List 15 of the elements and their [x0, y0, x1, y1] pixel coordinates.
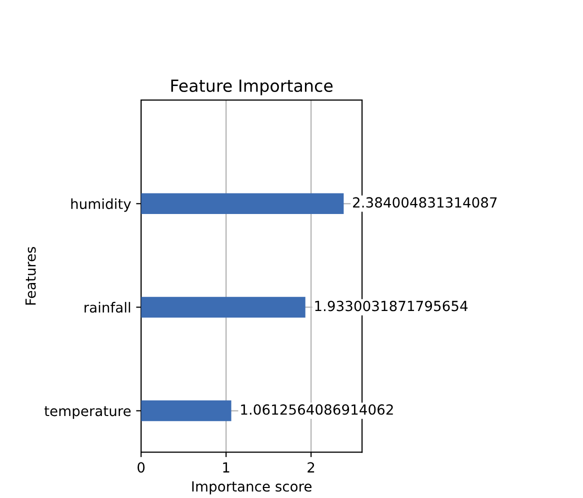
data-label: 2.384004831314087 [353, 197, 497, 208]
x-tick-label: 2 [308, 462, 314, 472]
y-tick-label: humidity [71, 198, 131, 212]
y-axis-title: Features [26, 246, 36, 305]
data-label: 1.0612564086914062 [241, 404, 393, 415]
bar [141, 296, 306, 318]
bar [141, 400, 232, 422]
y-tick-label: rainfall [84, 302, 130, 313]
x-tick-label: 0 [138, 462, 145, 473]
x-tick-label: 1 [223, 462, 230, 472]
chart-title: Feature Importance [171, 80, 333, 96]
bar [141, 193, 344, 214]
data-label: 1.9330031871795654 [315, 300, 468, 312]
x-axis-title: Importance score [192, 481, 312, 494]
y-tick-label: temperature [44, 406, 131, 419]
